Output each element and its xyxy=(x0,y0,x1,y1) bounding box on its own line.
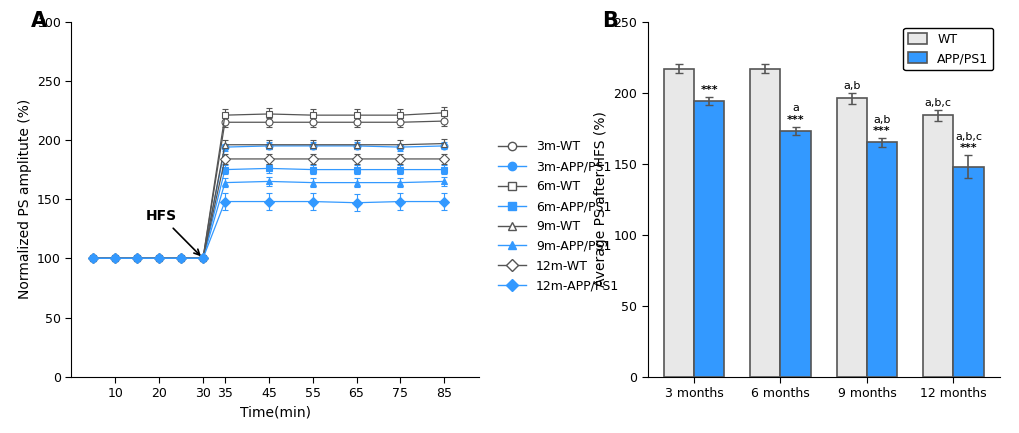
Bar xyxy=(693,101,723,377)
Bar xyxy=(836,98,866,377)
Bar xyxy=(749,68,780,377)
Text: ***: *** xyxy=(959,143,976,153)
Bar xyxy=(866,142,897,377)
Text: B: B xyxy=(601,11,618,31)
Text: a,b,c: a,b,c xyxy=(954,132,981,142)
X-axis label: Time(min): Time(min) xyxy=(239,406,311,420)
Text: a,b,c: a,b,c xyxy=(924,97,951,107)
Legend: WT, APP/PS1: WT, APP/PS1 xyxy=(903,28,993,70)
Y-axis label: Normalized PS amplitute (%): Normalized PS amplitute (%) xyxy=(17,99,32,299)
Bar xyxy=(663,68,693,377)
Text: ***: *** xyxy=(786,115,804,125)
Text: a: a xyxy=(792,103,798,113)
Bar xyxy=(953,167,982,377)
Text: HFS: HFS xyxy=(146,210,200,255)
Text: a,b: a,b xyxy=(872,115,890,125)
Text: ***: *** xyxy=(872,126,890,136)
Text: ***: *** xyxy=(700,85,717,95)
Text: A: A xyxy=(31,11,47,31)
Y-axis label: Average PS after HFS (%): Average PS after HFS (%) xyxy=(593,111,607,287)
Bar xyxy=(780,131,810,377)
Bar xyxy=(922,115,953,377)
Legend: 3m-WT, 3m-APP/PS1, 6m-WT, 6m-APP/PS1, 9m-WT, 9m-APP/PS1, 12m-WT, 12m-APP/PS1: 3m-WT, 3m-APP/PS1, 6m-WT, 6m-APP/PS1, 9m… xyxy=(495,138,621,295)
Text: a,b: a,b xyxy=(843,81,860,90)
